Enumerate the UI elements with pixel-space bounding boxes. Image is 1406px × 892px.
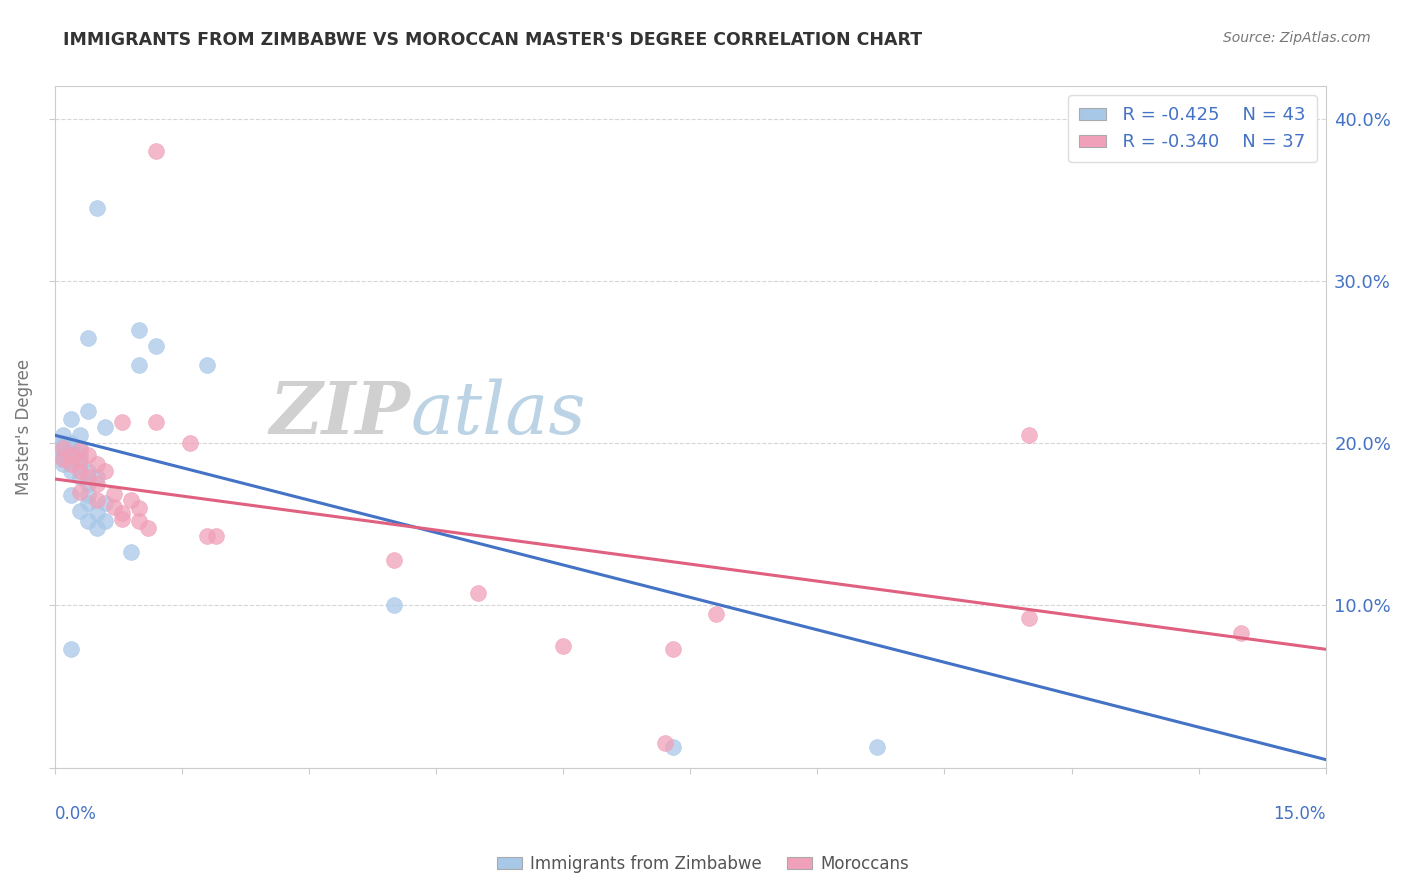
Point xyxy=(77,488,100,502)
Point xyxy=(52,449,75,463)
Point xyxy=(77,464,100,478)
Point xyxy=(662,642,685,657)
Point xyxy=(77,514,100,528)
Text: ZIP: ZIP xyxy=(270,378,411,449)
Point xyxy=(52,452,75,467)
Point xyxy=(120,545,142,559)
Point xyxy=(69,454,91,468)
Text: 15.0%: 15.0% xyxy=(1274,805,1326,823)
Point xyxy=(195,359,218,373)
Point xyxy=(77,448,100,462)
Point xyxy=(69,470,91,484)
Point xyxy=(69,442,91,457)
Point xyxy=(1018,611,1040,625)
Point xyxy=(145,339,167,353)
Point xyxy=(86,201,108,215)
Point xyxy=(111,506,134,520)
Point xyxy=(60,412,83,426)
Point xyxy=(704,607,727,621)
Point xyxy=(662,739,685,754)
Legend: Immigrants from Zimbabwe, Moroccans: Immigrants from Zimbabwe, Moroccans xyxy=(491,848,915,880)
Point xyxy=(77,404,100,418)
Point xyxy=(69,441,91,455)
Point xyxy=(60,464,83,478)
Point xyxy=(128,323,150,337)
Point xyxy=(52,436,75,450)
Point xyxy=(60,458,83,472)
Point xyxy=(60,441,83,455)
Point xyxy=(60,448,83,462)
Point xyxy=(52,444,75,458)
Point xyxy=(52,458,75,472)
Point xyxy=(551,639,574,653)
Text: 0.0%: 0.0% xyxy=(55,805,97,823)
Point xyxy=(69,449,91,463)
Point xyxy=(136,520,159,534)
Point xyxy=(60,446,83,460)
Point xyxy=(86,493,108,508)
Point xyxy=(467,585,489,599)
Text: Source: ZipAtlas.com: Source: ZipAtlas.com xyxy=(1223,31,1371,45)
Point xyxy=(77,470,100,484)
Point xyxy=(94,420,117,434)
Point xyxy=(128,359,150,373)
Point xyxy=(145,145,167,159)
Point xyxy=(86,470,108,484)
Text: atlas: atlas xyxy=(411,378,586,449)
Point xyxy=(69,428,91,442)
Point xyxy=(77,496,100,510)
Point xyxy=(60,454,83,468)
Point xyxy=(120,493,142,508)
Point xyxy=(654,736,676,750)
Point xyxy=(128,501,150,516)
Point xyxy=(52,440,75,454)
Point xyxy=(60,642,83,657)
Point xyxy=(69,458,91,473)
Point xyxy=(69,464,91,478)
Point xyxy=(382,553,405,567)
Point xyxy=(69,504,91,518)
Point xyxy=(52,441,75,455)
Point xyxy=(382,599,405,613)
Point xyxy=(179,436,201,450)
Text: IMMIGRANTS FROM ZIMBABWE VS MOROCCAN MASTER'S DEGREE CORRELATION CHART: IMMIGRANTS FROM ZIMBABWE VS MOROCCAN MAS… xyxy=(63,31,922,49)
Point xyxy=(204,529,226,543)
Point xyxy=(103,486,125,500)
Point xyxy=(86,520,108,534)
Point xyxy=(865,739,887,754)
Point xyxy=(94,496,117,510)
Point xyxy=(1018,428,1040,442)
Y-axis label: Master's Degree: Master's Degree xyxy=(15,359,32,495)
Point xyxy=(60,488,83,502)
Point xyxy=(111,415,134,429)
Point xyxy=(86,506,108,520)
Point xyxy=(86,458,108,472)
Point xyxy=(94,464,117,478)
Point xyxy=(1230,626,1253,640)
Legend:   R = -0.425    N = 43,   R = -0.340    N = 37: R = -0.425 N = 43, R = -0.340 N = 37 xyxy=(1069,95,1317,162)
Point xyxy=(86,476,108,491)
Point xyxy=(128,514,150,528)
Point xyxy=(103,500,125,514)
Point xyxy=(52,452,75,467)
Point xyxy=(195,529,218,543)
Point xyxy=(69,484,91,499)
Point xyxy=(52,428,75,442)
Point xyxy=(77,331,100,345)
Point xyxy=(145,415,167,429)
Point xyxy=(94,514,117,528)
Point xyxy=(111,512,134,526)
Point xyxy=(60,436,83,450)
Point xyxy=(77,476,100,491)
